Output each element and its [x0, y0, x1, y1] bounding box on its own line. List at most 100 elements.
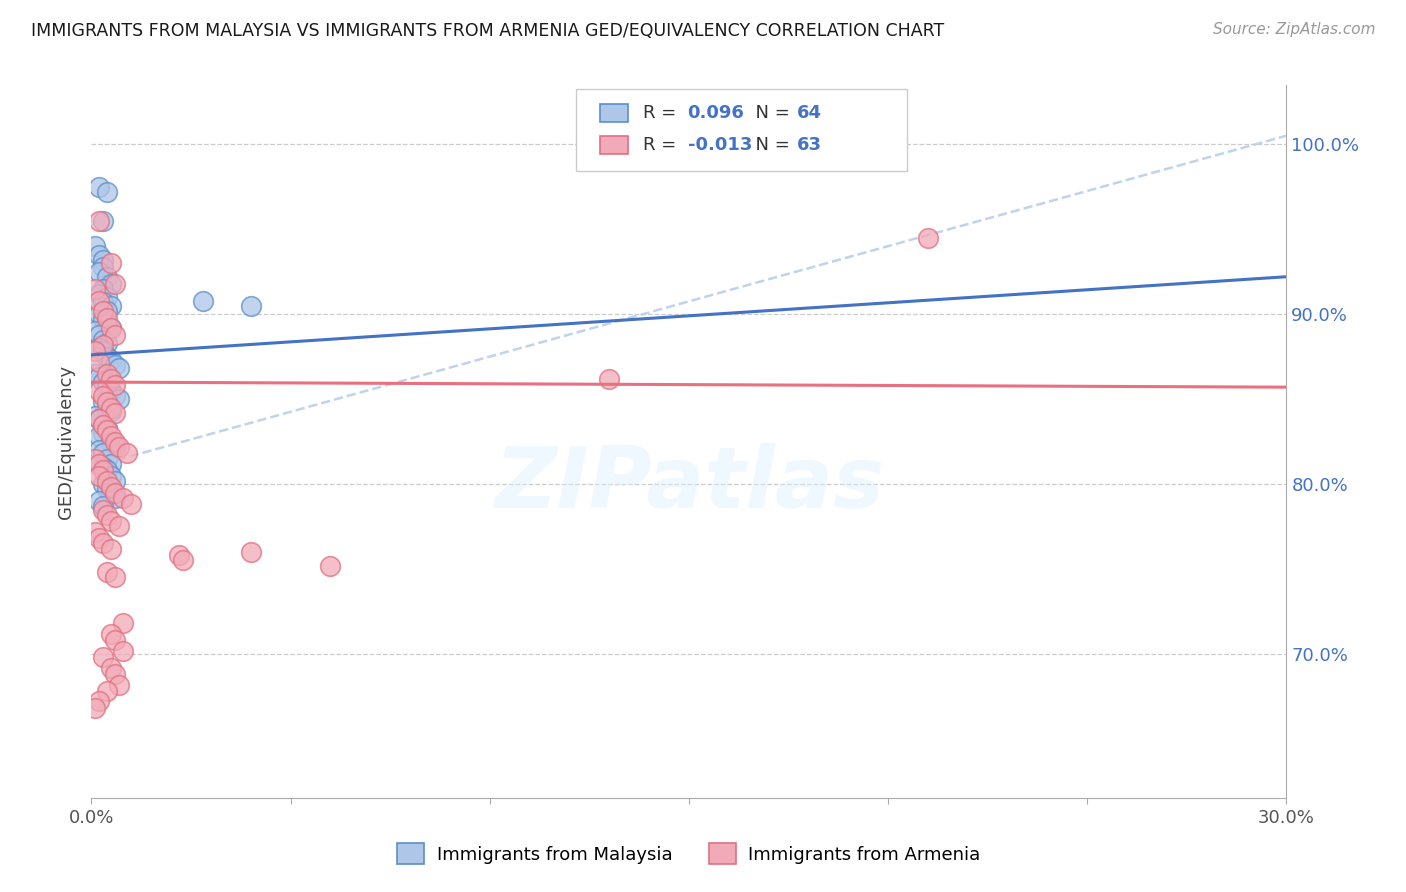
Point [108, 677, 131, 691]
Point [93, 295, 115, 310]
Point [93, 375, 115, 389]
Point [112, 491, 135, 505]
Point [96, 482, 118, 496]
Point [191, 293, 214, 308]
Point [89, 265, 111, 279]
Point [93, 499, 115, 513]
Point [108, 361, 131, 376]
Point [93, 417, 115, 432]
Point [89, 429, 111, 443]
Point [96, 310, 118, 325]
Point [100, 353, 122, 368]
Point [89, 307, 111, 321]
Point [89, 354, 111, 368]
Point [89, 694, 111, 708]
Point [89, 327, 111, 342]
Point [89, 179, 111, 194]
Point [89, 286, 111, 301]
Point [112, 643, 135, 657]
Point [93, 333, 115, 347]
Point [100, 299, 122, 313]
Point [84, 239, 107, 253]
Point [93, 460, 115, 475]
Point [100, 401, 122, 415]
Point [100, 434, 122, 449]
Point [93, 477, 115, 491]
Point [100, 660, 122, 674]
Point [93, 389, 115, 403]
Point [108, 392, 131, 406]
Point [93, 446, 115, 460]
Point [104, 570, 127, 584]
Point [104, 358, 127, 372]
Point [93, 650, 115, 665]
Point [104, 406, 127, 420]
Point [96, 423, 118, 437]
Point [93, 417, 115, 432]
Legend: Immigrants from Malaysia, Immigrants from Armenia: Immigrants from Malaysia, Immigrants fro… [389, 836, 988, 871]
Point [84, 701, 107, 715]
Point [96, 303, 118, 318]
Point [239, 545, 262, 559]
Point [104, 474, 127, 488]
Point [89, 370, 111, 384]
Text: N =: N = [744, 136, 796, 154]
Point [319, 558, 342, 573]
Point [96, 269, 118, 284]
Point [89, 443, 111, 458]
Point [100, 468, 122, 483]
Point [104, 378, 127, 392]
Point [96, 451, 118, 466]
Point [112, 616, 135, 631]
Point [93, 252, 115, 267]
Point [96, 350, 118, 364]
Point [84, 367, 107, 381]
Point [100, 277, 122, 291]
Point [96, 395, 118, 409]
Text: IMMIGRANTS FROM MALAYSIA VS IMMIGRANTS FROM ARMENIA GED/EQUIVALENCY CORRELATION : IMMIGRANTS FROM MALAYSIA VS IMMIGRANTS F… [31, 22, 945, 40]
Point [93, 395, 115, 409]
Text: 64: 64 [797, 104, 823, 122]
Point [93, 425, 115, 440]
Text: ZIPatlas: ZIPatlas [494, 442, 884, 526]
Point [93, 303, 115, 318]
Point [96, 380, 118, 394]
Point [104, 633, 127, 648]
Text: N =: N = [744, 104, 796, 122]
Point [100, 541, 122, 556]
Point [108, 440, 131, 454]
Point [104, 667, 127, 681]
Point [89, 532, 111, 546]
Point [84, 524, 107, 539]
Point [96, 474, 118, 488]
Text: 0.096: 0.096 [688, 104, 744, 122]
Point [917, 230, 939, 244]
Point [93, 282, 115, 296]
Point [84, 409, 107, 423]
Point [104, 440, 127, 454]
Point [84, 451, 107, 466]
Point [104, 485, 127, 500]
Point [104, 327, 127, 342]
Y-axis label: GED/Equivalency: GED/Equivalency [58, 365, 76, 518]
Point [96, 421, 118, 435]
Point [89, 247, 111, 261]
Text: 63: 63 [797, 136, 823, 154]
Point [120, 497, 142, 511]
Text: R =: R = [643, 136, 682, 154]
Text: R =: R = [643, 104, 682, 122]
Point [100, 485, 122, 500]
Point [93, 344, 115, 359]
Point [96, 508, 118, 522]
Point [89, 293, 111, 308]
Point [598, 372, 620, 386]
Point [104, 389, 127, 403]
Point [89, 494, 111, 508]
Point [93, 502, 115, 516]
Text: -0.013: -0.013 [688, 136, 752, 154]
Point [100, 404, 122, 418]
Point [100, 480, 122, 494]
Point [93, 260, 115, 274]
Point [89, 341, 111, 355]
Point [93, 463, 115, 477]
